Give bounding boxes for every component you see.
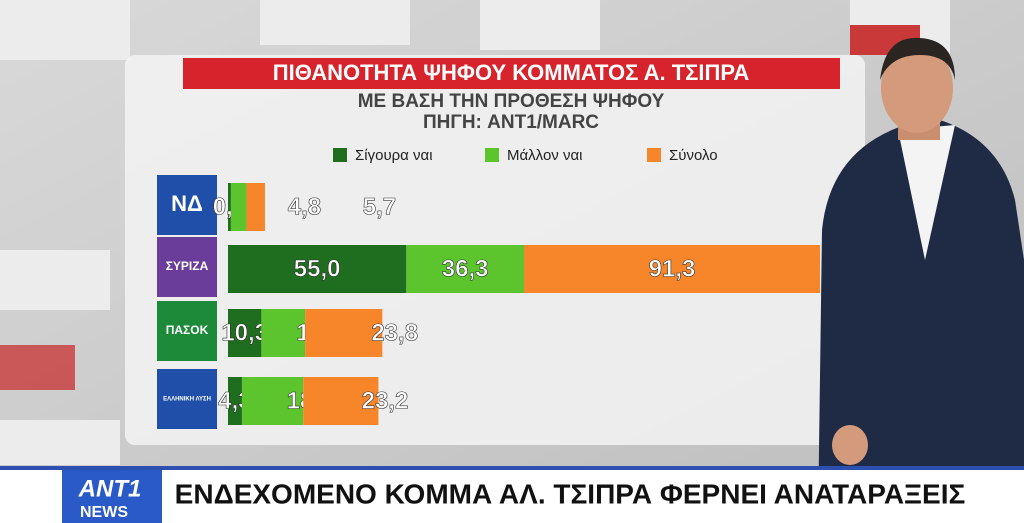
legend-label: Σύνολο bbox=[669, 147, 718, 164]
party-logo bbox=[157, 175, 217, 235]
party-logo bbox=[157, 369, 217, 429]
bar-segment bbox=[230, 183, 247, 231]
tiles bbox=[0, 0, 950, 465]
bar-segment bbox=[261, 309, 306, 357]
bar-segment bbox=[228, 309, 262, 357]
subtitle: ΜΕ ΒΑΣΗ ΤΗΝ ΠΡΟΘΕΣΗ ΨΗΦΟΥ bbox=[358, 91, 665, 112]
value-label: 23,8 bbox=[371, 319, 418, 346]
headline: ΕΝΔΕΧΟΜΕΝΟ ΚΟΜΜΑ ΑΛ. ΤΣΙΠΡΑ ΦΕΡΝΕΙ ΑΝΑΤΑ… bbox=[175, 478, 966, 509]
legend-label: Σίγουρα ναι bbox=[355, 147, 433, 164]
legend-label: Μάλλον ναι bbox=[507, 147, 582, 164]
title-box bbox=[183, 58, 840, 89]
value-label: 4,8 bbox=[288, 193, 321, 220]
channel: ANT1 bbox=[78, 475, 142, 502]
bar-segment bbox=[241, 377, 304, 425]
category-label: ΕΛΛΗΝΙΚΗ ΛΥΣΗ bbox=[163, 397, 211, 403]
person bbox=[818, 37, 1024, 523]
banner bbox=[0, 466, 1024, 523]
value-label: 23,2 bbox=[362, 387, 409, 414]
source: ΠΗΓΗ: ANT1/MARC bbox=[423, 112, 599, 133]
bar-segment bbox=[246, 183, 265, 231]
category-label: ΠΑΣΟΚ bbox=[166, 323, 209, 337]
tile-red bbox=[0, 345, 75, 390]
bar-segment bbox=[228, 183, 231, 231]
channel-logo bbox=[62, 470, 162, 523]
value-label: 36,3 bbox=[442, 255, 489, 282]
value-label: 5,7 bbox=[363, 193, 396, 220]
bar-segment bbox=[228, 377, 242, 425]
category-label: ΣΥΡΙΖΑ bbox=[166, 259, 209, 273]
legend-swatch bbox=[647, 148, 661, 162]
channel-sub: NEWS bbox=[80, 504, 128, 521]
bar-segment bbox=[406, 245, 524, 293]
category-label: ΝΔ bbox=[171, 191, 203, 216]
value-label: 55,0 bbox=[294, 255, 341, 282]
value-label: 10,3 bbox=[221, 319, 268, 346]
bar-segment bbox=[524, 245, 820, 293]
party-logo bbox=[157, 301, 217, 361]
chart-title: ΠΙΘΑΝΟΤΗΤΑ ΨΗΦΟΥ ΚΟΜΜΑΤΟΣ Α. ΤΣΙΠΡΑ bbox=[273, 60, 750, 85]
banner-stripe bbox=[0, 466, 1024, 470]
legend-swatch bbox=[333, 148, 347, 162]
bar-segment bbox=[305, 309, 383, 357]
bar-segment bbox=[303, 377, 379, 425]
value-label: 91,3 bbox=[649, 255, 696, 282]
party-logo bbox=[157, 237, 217, 297]
bar-segment bbox=[228, 245, 407, 293]
legend-swatch bbox=[485, 148, 499, 162]
